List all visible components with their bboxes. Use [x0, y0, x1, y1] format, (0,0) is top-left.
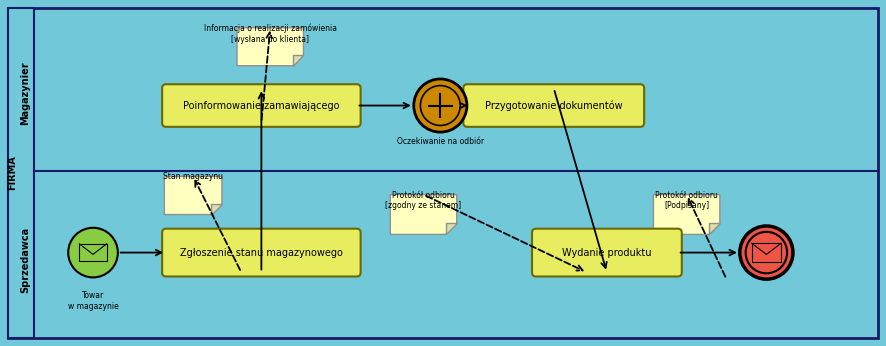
Text: Magazynier: Magazynier [19, 62, 30, 125]
Text: Stan magazynu: Stan magazynu [163, 172, 223, 181]
Text: Poinformowanie zamawiającego: Poinformowanie zamawiającego [183, 101, 339, 110]
Polygon shape [237, 28, 303, 66]
Text: Towar
w magazynie: Towar w magazynie [67, 291, 119, 311]
Bar [80, 244, 106, 261]
Polygon shape [653, 194, 719, 235]
Circle shape [740, 226, 793, 279]
Text: FIRMA: FIRMA [7, 156, 17, 190]
FancyBboxPatch shape [162, 84, 361, 127]
Polygon shape [164, 176, 222, 215]
Polygon shape [446, 223, 456, 235]
Text: Protokół odbioru
[Podpisany]: Protokół odbioru [Podpisany] [656, 191, 718, 210]
FancyBboxPatch shape [532, 229, 682, 276]
Text: Oczekiwanie na odbiór: Oczekiwanie na odbiór [397, 137, 484, 146]
FancyBboxPatch shape [162, 229, 361, 276]
Polygon shape [292, 55, 303, 66]
Circle shape [414, 79, 467, 132]
Text: Przygotowanie dokumentów: Przygotowanie dokumentów [485, 100, 623, 111]
Polygon shape [211, 204, 222, 215]
Text: Protokół odbioru
[zgodny ze stanem]: Protokół odbioru [zgodny ze stanem] [385, 191, 462, 210]
Bar [8, 8, 34, 338]
Polygon shape [709, 223, 719, 235]
Text: Wydanie produktu: Wydanie produktu [562, 248, 652, 257]
Text: Informacja o realizacji zamówienia
[wysłana do klienta]: Informacja o realizacji zamówienia [wysł… [204, 24, 337, 44]
Text: Sprzedawca: Sprzedawca [19, 226, 30, 293]
Text: Zgłoszenie stanu magazynowego: Zgłoszenie stanu magazynowego [180, 248, 343, 257]
Polygon shape [390, 194, 456, 235]
FancyBboxPatch shape [463, 84, 644, 127]
Circle shape [68, 228, 118, 277]
Bar [751, 243, 781, 262]
